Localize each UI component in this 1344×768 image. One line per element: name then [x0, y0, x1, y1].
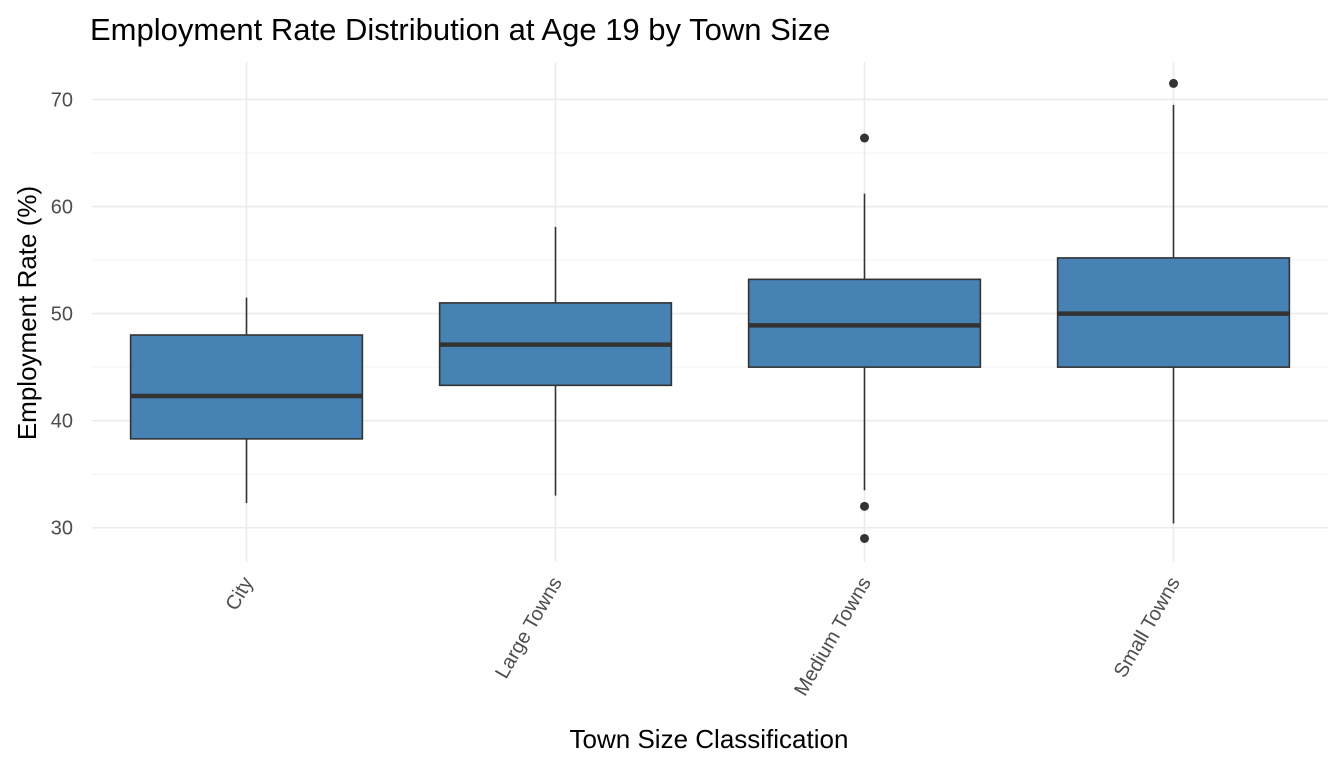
y-tick-label: 60 [51, 197, 73, 219]
box-medium-towns [747, 133, 982, 543]
outlier-point [860, 501, 869, 511]
y-axis-title: Employment Rate (%) [12, 186, 42, 440]
boxes [129, 78, 1291, 543]
y-axis-ticks: 30 40 50 60 70 [51, 89, 73, 539]
x-tick-label: Small Towns [1110, 574, 1185, 682]
x-tick-label: Large Towns [491, 574, 567, 683]
chart-title: Employment Rate Distribution at Age 19 b… [90, 12, 830, 47]
outlier-point [860, 533, 869, 543]
y-tick-label: 50 [51, 304, 73, 326]
y-tick-label: 30 [51, 518, 73, 540]
outlier-point [860, 133, 869, 143]
outlier-point [1169, 78, 1178, 88]
x-axis-title: Town Size Classification [570, 724, 849, 754]
y-tick-label: 40 [51, 411, 73, 433]
box-city [129, 297, 364, 504]
y-tick-label: 70 [51, 89, 73, 111]
box-iqr [129, 334, 364, 440]
x-tick-label: Medium Towns [790, 574, 876, 700]
x-tick-label: City [222, 574, 258, 615]
box-large-towns [438, 226, 673, 496]
x-axis-ticks: City Large Towns Medium Towns Small Towns [222, 574, 1185, 700]
box-small-towns [1056, 78, 1291, 524]
